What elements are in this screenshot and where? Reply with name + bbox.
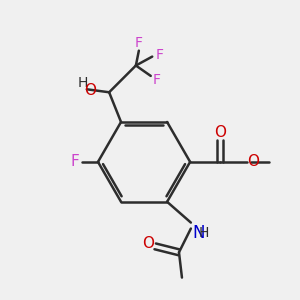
Text: F: F xyxy=(135,36,143,50)
Text: H: H xyxy=(77,76,88,90)
Text: F: F xyxy=(156,48,164,62)
Text: O: O xyxy=(247,154,259,169)
Text: F: F xyxy=(71,154,80,169)
Text: O: O xyxy=(84,83,96,98)
Text: H: H xyxy=(199,226,209,240)
Text: O: O xyxy=(214,125,226,140)
Text: F: F xyxy=(153,74,161,87)
Text: N: N xyxy=(192,224,205,242)
Text: O: O xyxy=(142,236,154,251)
